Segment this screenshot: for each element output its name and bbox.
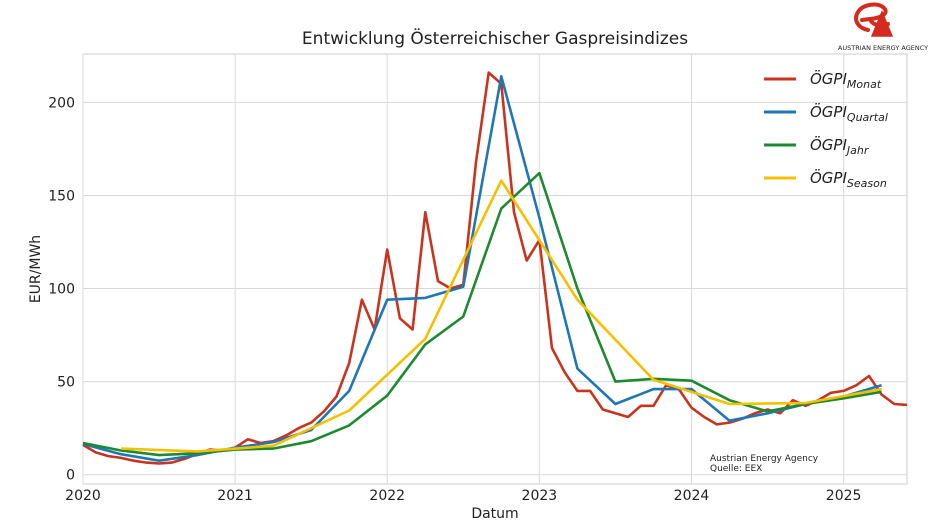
series-layer [82,71,908,465]
source-note-line2: Quelle: EEX [710,464,762,474]
legend-entry-jahr: ÖGPIJahr [810,135,870,157]
x-axis-label: Datum [471,506,518,522]
logo-a-mark [870,10,894,37]
series-line-jahr [82,171,882,457]
legend-entry-quartal: ÖGPIQuartal [810,102,888,124]
logo-caption: AUSTRIAN ENERGY AGENCY [838,44,928,52]
source-note-line1: Austrian Energy Agency [710,454,819,464]
series-line-season [120,179,882,453]
austrian-energy-agency-logo: AUSTRIAN ENERGY AGENCY [838,2,928,52]
y-tick-labels: 0 50 100 150 200 [48,95,75,483]
plot-area [82,53,908,485]
y-tick-150: 150 [48,188,75,204]
x-tick-2021: 2021 [217,488,253,504]
x-tick-2023: 2023 [522,488,558,504]
y-tick-0: 0 [66,468,75,484]
grid [82,54,907,484]
y-tick-50: 50 [57,375,75,391]
legend-entry-monat: ÖGPIMonat [810,69,882,91]
legend-entry-season: ÖGPISeason [810,168,887,190]
y-tick-200: 200 [48,95,75,111]
y-tick-100: 100 [48,282,75,298]
legend: ÖGPIMonat ÖGPIQuartal ÖGPIJahr ÖGPISeason [764,69,888,190]
x-tick-labels: 2020 2021 2022 2023 2024 2025 [65,488,861,504]
chart-title: Entwicklung Österreichischer Gaspreisind… [302,27,688,49]
x-tick-2025: 2025 [826,488,862,504]
x-tick-2024: 2024 [674,488,710,504]
x-tick-2022: 2022 [369,488,405,504]
x-tick-2020: 2020 [65,488,101,504]
y-axis-label: EUR/MWh [28,235,44,303]
